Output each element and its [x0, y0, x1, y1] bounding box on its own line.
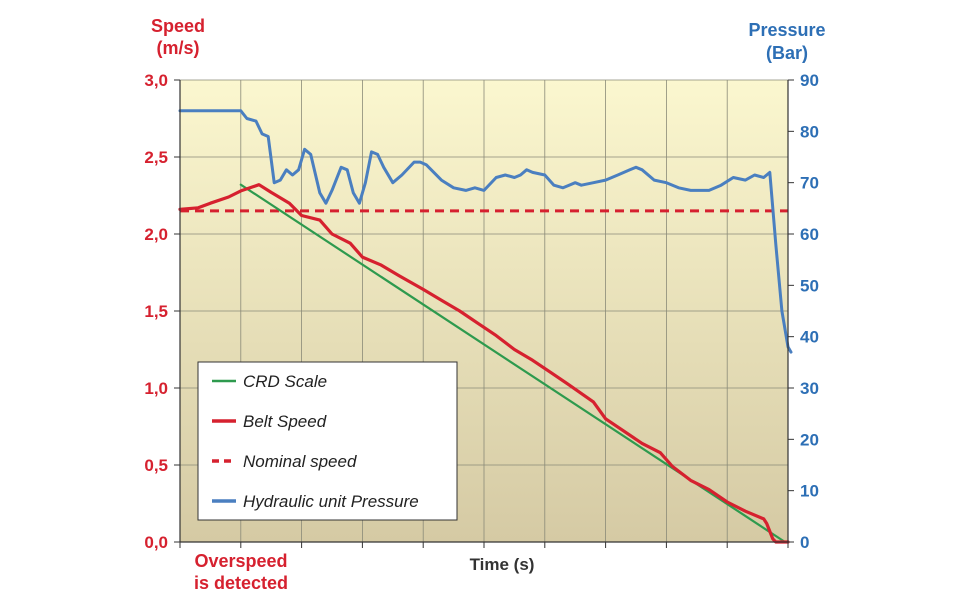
legend-label-belt-speed: Belt Speed — [243, 412, 327, 431]
left-tick-label: 0,0 — [144, 533, 168, 552]
annotation-line1: Overspeed — [194, 551, 287, 571]
right-tick-label: 70 — [800, 174, 819, 193]
legend-label-hydraulic-pressure: Hydraulic unit Pressure — [243, 492, 419, 511]
legend-box — [197, 361, 458, 521]
right-axis-title-line2: (Bar) — [766, 43, 808, 63]
right-tick-label: 60 — [800, 225, 819, 244]
right-axis-title-line1: Pressure — [748, 20, 825, 40]
left-axis-title-line2: (m/s) — [156, 38, 199, 58]
axes-layer: 0,0 0,5 1,0 1,5 2,0 2,5 3,0 0 10 20 30 40 50 60 70 80 90 — [144, 71, 819, 552]
left-tick-label: 2,0 — [144, 225, 168, 244]
right-tick-label: 30 — [800, 379, 819, 398]
left-tick-label: 3,0 — [144, 71, 168, 90]
right-tick-label: 50 — [800, 276, 819, 295]
legend-label-nominal-speed: Nominal speed — [243, 452, 357, 471]
right-tick-label: 0 — [800, 533, 809, 552]
series-layer — [178, 109, 793, 544]
grid — [180, 79, 788, 542]
left-tick-label: 2,5 — [144, 148, 168, 167]
x-axis-title: Time (s) — [470, 555, 535, 574]
annotation-line2: is detected — [194, 573, 288, 593]
legend-label-crd-scale: CRD Scale — [243, 372, 327, 391]
legend: CRD Scale Belt Speed Nominal speed Hydrauli… — [197, 361, 458, 521]
left-axis-title-line1: Speed — [151, 16, 205, 36]
right-tick-label: 90 — [800, 71, 819, 90]
left-tick-label: 0,5 — [144, 456, 168, 475]
left-tick-label: 1,0 — [144, 379, 168, 398]
series-belt-speed-line — [178, 183, 790, 544]
right-tick-label: 20 — [800, 430, 819, 449]
series-hydraulic-pressure-line — [178, 109, 793, 354]
right-tick-label: 80 — [800, 122, 819, 141]
right-tick-label: 40 — [800, 328, 819, 347]
right-tick-label: 10 — [800, 482, 819, 501]
left-tick-label: 1,5 — [144, 302, 168, 321]
